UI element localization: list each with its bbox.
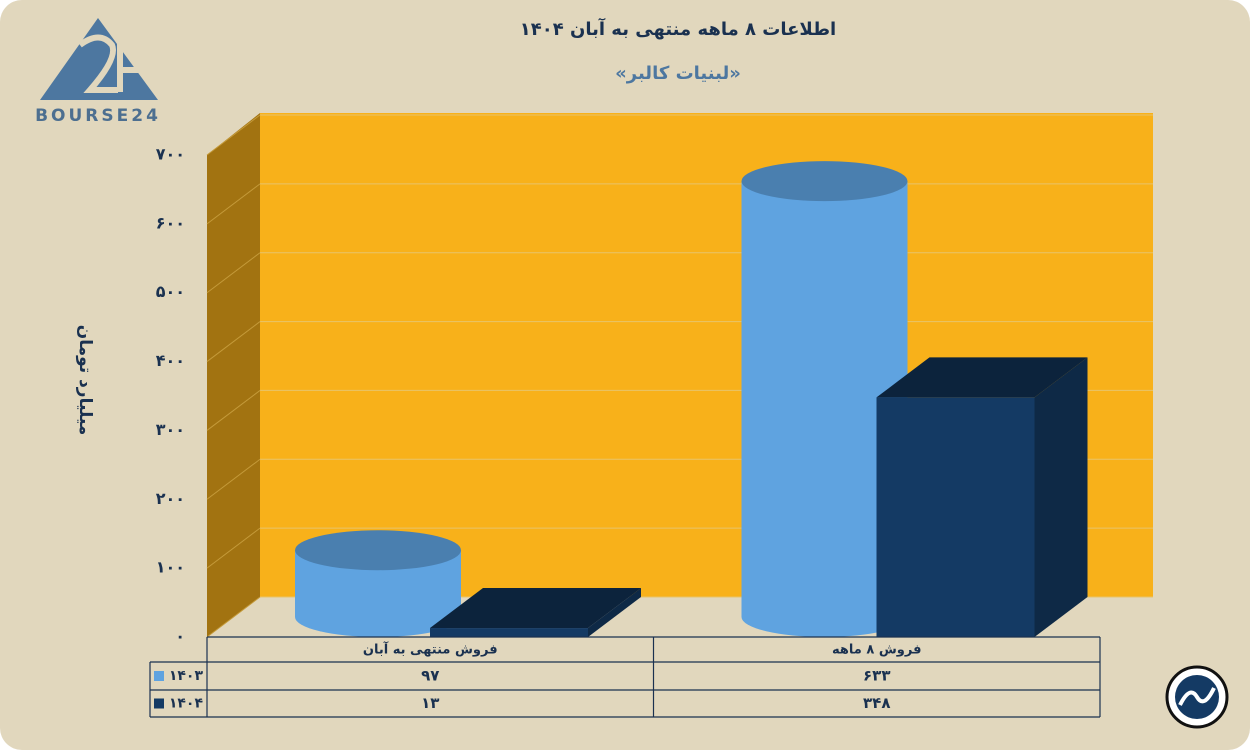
y-tick-label: ۷۰۰ (156, 145, 185, 164)
legend-swatch (154, 698, 164, 709)
grid-line (206, 321, 261, 362)
side-wall (207, 113, 260, 637)
grid-line (206, 114, 261, 156)
legend-swatch (154, 671, 164, 681)
x-tick-label: فروش منتهی به آبان (363, 641, 498, 658)
bar (430, 628, 588, 637)
bar (876, 397, 1035, 637)
grid-line (206, 596, 261, 638)
grid-line (206, 390, 261, 431)
bar-top (741, 161, 908, 202)
grid-line (206, 458, 261, 500)
bar-side (1034, 357, 1088, 637)
bar-top (430, 588, 641, 629)
y-tick-label: ۱۰۰ (156, 558, 185, 577)
table-value: ۱۳ (421, 694, 439, 712)
y-tick-label: ۳۰۰ (156, 420, 185, 439)
table-value: ۶۳۳ (863, 667, 890, 685)
grid-line (206, 252, 261, 294)
grid-line (206, 527, 261, 569)
y-tick-label: ۵۰۰ (156, 282, 185, 301)
chart-subtitle: «لبنیات کالبر» (615, 63, 741, 84)
y-tick-label: ۲۰۰ (156, 489, 185, 508)
bar-top (876, 357, 1088, 398)
legend-label: ۱۴۰۳ (169, 668, 204, 684)
y-axis-label: میلیارد تومان (75, 325, 95, 436)
legend-label: ۱۴۰۴ (169, 696, 204, 712)
status-icon (1165, 665, 1229, 729)
chart-title: اطلاعات ۸ ماهه منتهی به آبان ۱۴۰۴ (520, 17, 836, 40)
bar (741, 181, 908, 638)
grid-line (206, 183, 261, 225)
y-tick-label: ۶۰۰ (156, 213, 185, 232)
y-tick-label: ۰ (175, 627, 185, 646)
logo-text: BOURSE24 (35, 106, 161, 126)
table-value: ۳۴۸ (863, 694, 890, 712)
bar (295, 550, 461, 637)
y-tick-label: ۴۰۰ (156, 351, 185, 370)
bar-top (295, 530, 461, 571)
table-value: ۹۷ (421, 667, 439, 685)
bar-side (588, 588, 641, 637)
x-tick-label: فروش ۸ ماهه (832, 643, 921, 658)
logo: BOURSE24 (35, 18, 161, 126)
